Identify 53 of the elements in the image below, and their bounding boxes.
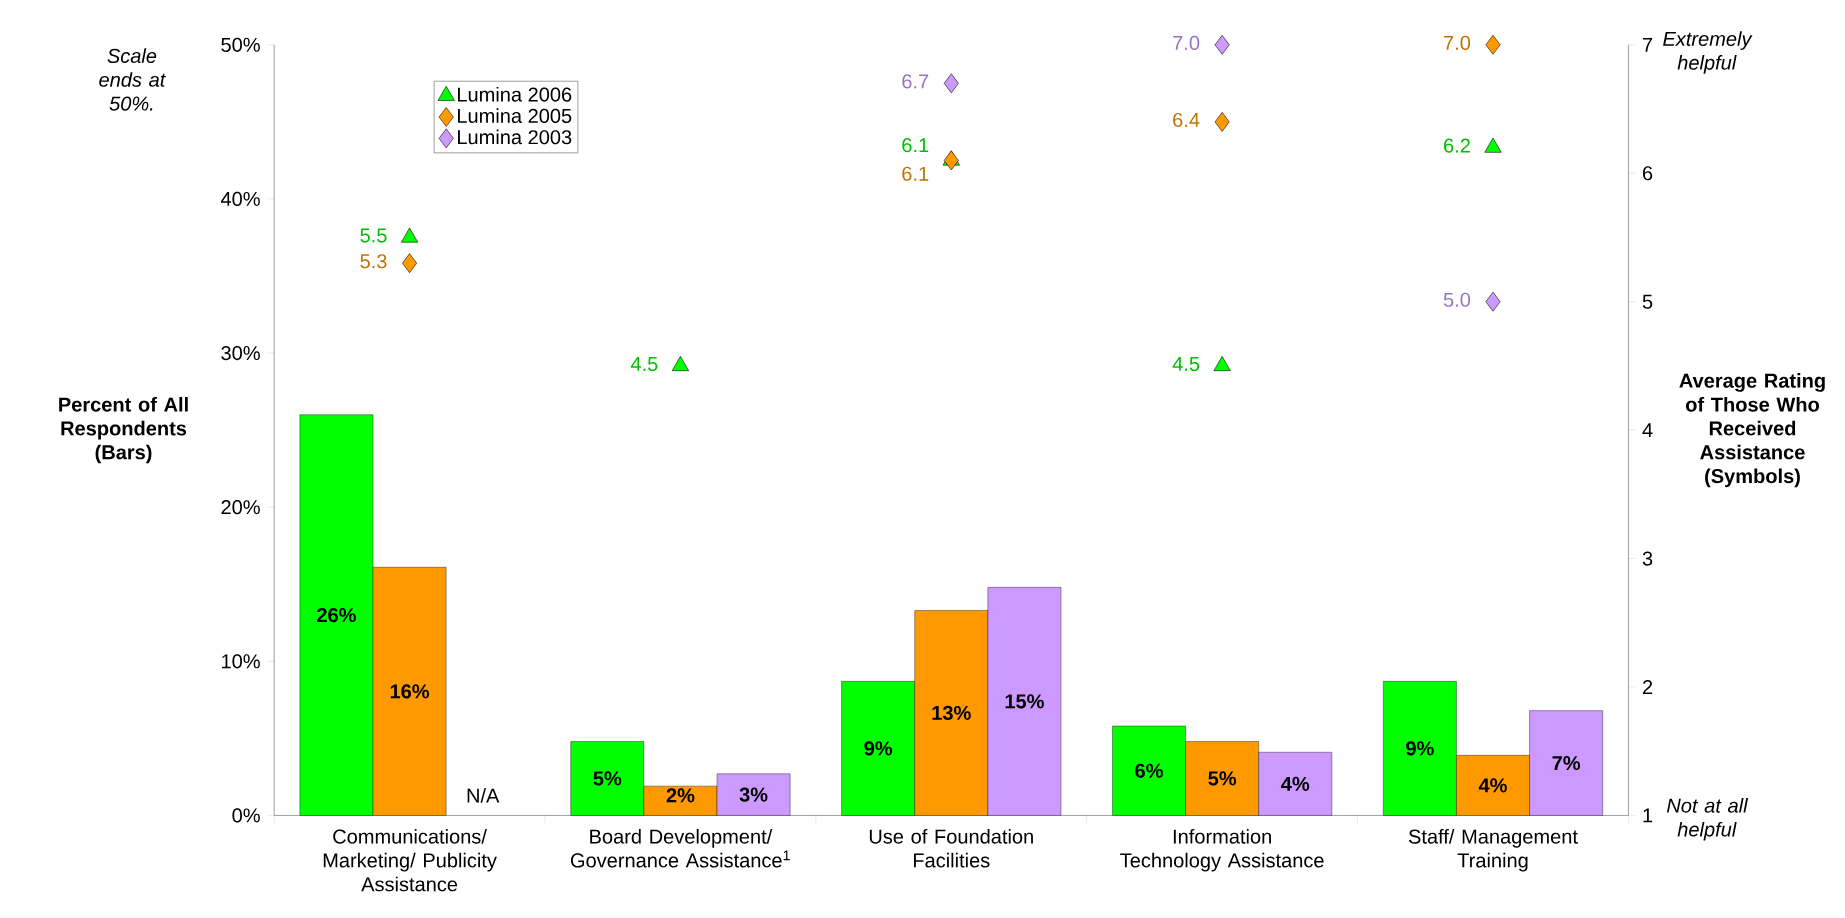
data-label: 6.1 <box>902 166 929 181</box>
y-tick-label: 50% <box>221 37 260 52</box>
data-label: 16% <box>390 684 430 699</box>
y-tick-label: 20% <box>221 499 260 515</box>
y2-tick-label: 4 <box>1642 423 1653 437</box>
data-label: 7.0 <box>1173 35 1200 50</box>
data-label: 6.1 <box>902 137 929 153</box>
x-tick-label: Staff/ Management Training <box>1408 828 1578 872</box>
data-label: 4% <box>1478 778 1507 793</box>
y-tick-label: 10% <box>222 654 260 669</box>
y2-tick-label: 1 <box>1643 808 1653 823</box>
x-tick-label: Information Technology Assistance <box>1120 828 1324 872</box>
x-tick-label: Board Development/ Governance Assistance$^{1}$ <box>570 828 790 868</box>
data-label: 6.4 <box>1173 112 1200 127</box>
data-label: 2% <box>666 788 695 803</box>
text: Not at all helpful <box>1666 797 1749 841</box>
data-label: 6.2 <box>1444 138 1470 153</box>
y2-tick-label: 5 <box>1642 294 1653 309</box>
data-label: 4.5 <box>1172 356 1200 371</box>
y2-tick-label: 3 <box>1642 551 1653 566</box>
data-label: 9% <box>1406 741 1434 756</box>
y-tick-label: 40% <box>220 191 260 206</box>
data-label: 6% <box>1135 763 1163 778</box>
data-label: 7.0 <box>1444 35 1471 50</box>
data-label: 6.7 <box>902 74 929 89</box>
data-label: 5.0 <box>1443 292 1471 307</box>
data-label: 5% <box>1208 771 1237 786</box>
data-label: 9% <box>864 741 893 756</box>
data-label: 4.5 <box>630 356 658 371</box>
x-tick-label: Communications/ Marketing/ Publicity Assistance <box>323 828 497 892</box>
legend-label: Lumina 2005 <box>458 108 572 123</box>
y2-tick-label: 6 <box>1643 165 1653 181</box>
y2-tick-label: 2 <box>1642 679 1653 694</box>
data-label: 26% <box>317 607 356 622</box>
data-label: 13% <box>932 705 971 720</box>
y-tick-label: 30% <box>221 345 260 360</box>
data-label: 15% <box>1005 694 1044 709</box>
legend-label: Lumina 2006 <box>458 86 572 102</box>
x-tick-label: Use of Foundation Facilities <box>869 828 1033 868</box>
data-label: 3% <box>739 787 768 802</box>
legend-label: Lumina 2003 <box>458 129 572 145</box>
y-tick-label: 0% <box>232 808 260 823</box>
data-label: 5.5 <box>360 228 387 243</box>
text: Extremely helpful <box>1663 31 1753 74</box>
data-label: 4% <box>1281 776 1310 791</box>
data-label: 5.3 <box>360 253 387 269</box>
y2-axis-title: Average Rating of Those Who Received Assistance (Symbols) <box>1679 372 1825 487</box>
y2-tick-label: 7 <box>1643 37 1653 52</box>
data-label: 7% <box>1552 755 1581 770</box>
data-label: 5% <box>593 771 622 786</box>
text: N/A <box>467 787 500 803</box>
y-axis-title: Percent of All Respondents (Bars) <box>59 396 188 464</box>
text: Scale ends at 50%. <box>99 48 167 111</box>
